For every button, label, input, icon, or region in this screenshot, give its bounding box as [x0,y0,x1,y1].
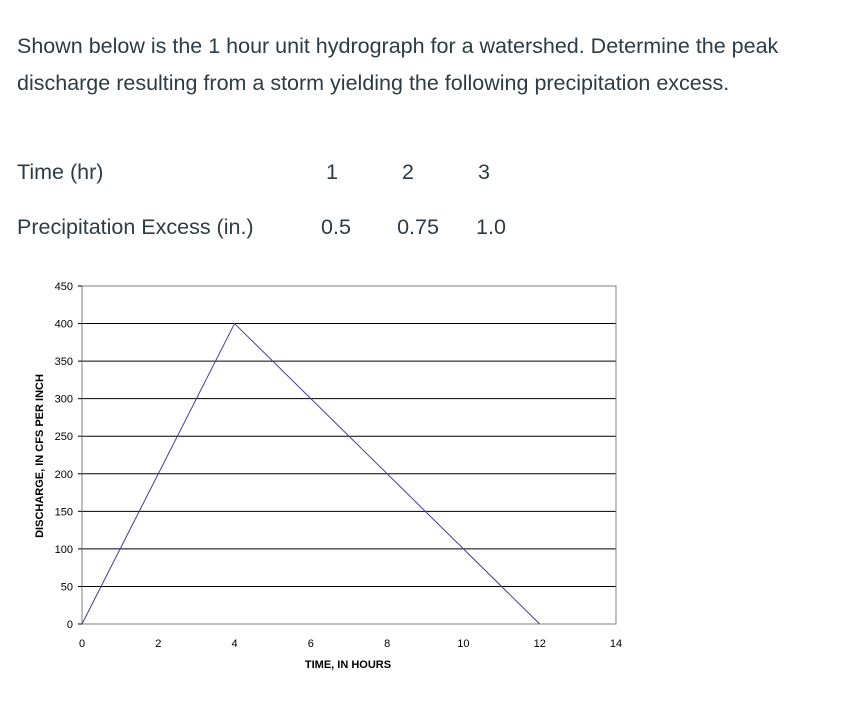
x-tick-label: 4 [232,638,238,650]
x-tick-label: 14 [610,638,622,650]
y-tick-label: 450 [55,281,73,293]
precip-value-3: 1.0 [476,215,506,239]
y-tick-label: 50 [61,581,73,593]
precip-value-1: 0.5 [321,215,351,239]
time-value-2: 2 [402,160,414,184]
time-label: Time (hr) [17,160,104,184]
x-tick-label: 8 [384,638,390,650]
y-tick-label: 250 [55,431,73,443]
y-axis-ticks: 0 50 100 150 200 250 300 350 400 450 [55,281,82,631]
precip-label: Precipitation Excess (in.) [17,215,254,239]
gridlines [82,323,616,587]
x-axis-ticks: 0 2 4 6 8 10 12 14 [79,638,622,650]
y-tick-label: 400 [55,319,73,331]
y-tick-label: 0 [67,619,73,631]
y-tick-label: 300 [55,394,73,406]
series-layer [81,322,541,625]
hydrograph-line-0 [81,322,541,625]
x-tick-label: 10 [457,638,469,650]
y-axis-title: DISCHARGE, IN CFS PER INCH [34,374,46,538]
x-tick-label: 0 [79,638,85,650]
x-tick-label: 6 [308,638,314,650]
x-tick-label: 2 [155,638,161,650]
x-tick-label: 12 [534,638,546,650]
time-value-1: 1 [326,160,338,184]
plot-area-frame [81,285,617,625]
x-axis-title: TIME, IN HOURS [305,659,391,671]
y-tick-label: 150 [55,506,73,518]
question-text: Shown below is the 1 hour unit hydrograp… [17,34,779,95]
time-value-3: 3 [478,160,490,184]
y-tick-label: 100 [55,544,73,556]
y-tick-label: 200 [55,469,73,481]
y-tick-label: 350 [55,356,73,368]
precip-value-2: 0.75 [397,215,439,239]
